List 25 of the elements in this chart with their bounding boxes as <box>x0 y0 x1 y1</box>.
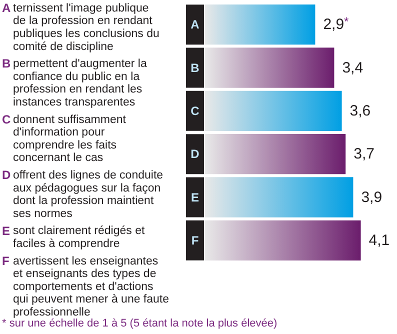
data-label: 3,7 <box>354 146 374 163</box>
category-label: C <box>2 112 11 126</box>
y-tick-label: B <box>190 60 200 75</box>
text: sont clairement rédigés et faciles à comprendre <box>13 225 146 250</box>
y-tick-label: A <box>190 18 200 32</box>
data-label: 3,6 <box>350 102 371 120</box>
y-tick-label: E <box>190 190 200 204</box>
y-tick-label: F <box>191 233 199 248</box>
text: offrent des lignes de conduite aux pédagogues sur la façon dont la profession maintient ses normes <box>13 170 164 220</box>
data-label: 2,9* <box>323 14 350 34</box>
data-label: 4,1 <box>368 232 390 249</box>
y-tick-label: D <box>190 147 200 162</box>
text: ternissent l'image publique de la profession en rendant publiques les conclusions du comité de discipline <box>13 2 160 53</box>
text: avertissent les enseignantes et enseignants des types de comportements et d'actions qui peuvent mener à une faute professionnelle <box>13 255 170 318</box>
data-label: 3,4 <box>342 59 364 76</box>
category-label: A <box>2 1 11 15</box>
category-label: B <box>2 56 11 71</box>
text: permettent d'augmenter la confiance du public en la profession en rendant les instances transparentes <box>13 58 148 108</box>
category-label: E <box>2 224 10 238</box>
text: donnent suffisamment d'information pour comprendre les faits concernant le cas <box>13 114 127 164</box>
category-label: D <box>2 168 11 182</box>
data-label: 3,9 <box>361 188 382 206</box>
text: * sur une échelle de 1 à 5 (5 étant la note la plus élevée) <box>2 318 278 330</box>
category-label: F <box>2 254 10 268</box>
y-tick-label: C <box>190 104 200 118</box>
